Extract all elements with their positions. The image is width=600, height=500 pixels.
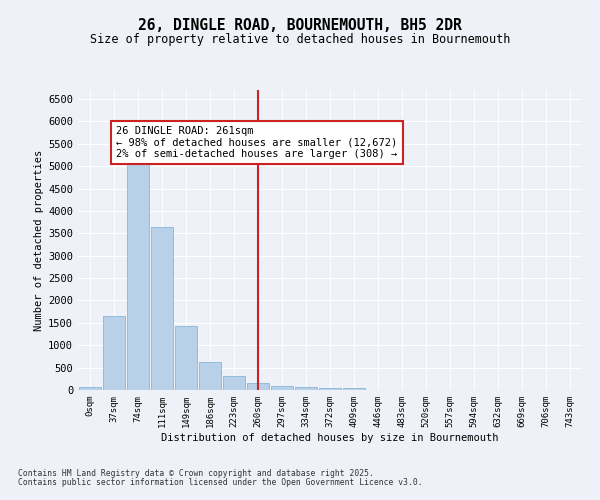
Bar bbox=[127, 162, 149, 390]
Bar bbox=[295, 387, 317, 390]
Bar bbox=[247, 384, 269, 390]
Y-axis label: Number of detached properties: Number of detached properties bbox=[34, 150, 44, 330]
Bar bbox=[343, 388, 365, 390]
Text: 26, DINGLE ROAD, BOURNEMOUTH, BH5 2DR: 26, DINGLE ROAD, BOURNEMOUTH, BH5 2DR bbox=[138, 18, 462, 32]
Bar bbox=[151, 228, 173, 390]
Text: 26 DINGLE ROAD: 261sqm
← 98% of detached houses are smaller (12,672)
2% of semi-: 26 DINGLE ROAD: 261sqm ← 98% of detached… bbox=[116, 126, 398, 159]
Bar bbox=[103, 316, 125, 390]
Text: Contains HM Land Registry data © Crown copyright and database right 2025.: Contains HM Land Registry data © Crown c… bbox=[18, 469, 374, 478]
Text: Contains public sector information licensed under the Open Government Licence v3: Contains public sector information licen… bbox=[18, 478, 422, 487]
Text: Size of property relative to detached houses in Bournemouth: Size of property relative to detached ho… bbox=[90, 32, 510, 46]
Bar bbox=[271, 386, 293, 390]
Bar bbox=[79, 388, 101, 390]
Bar bbox=[175, 326, 197, 390]
Bar bbox=[319, 388, 341, 390]
Bar bbox=[223, 376, 245, 390]
Bar bbox=[199, 362, 221, 390]
X-axis label: Distribution of detached houses by size in Bournemouth: Distribution of detached houses by size … bbox=[161, 432, 499, 442]
